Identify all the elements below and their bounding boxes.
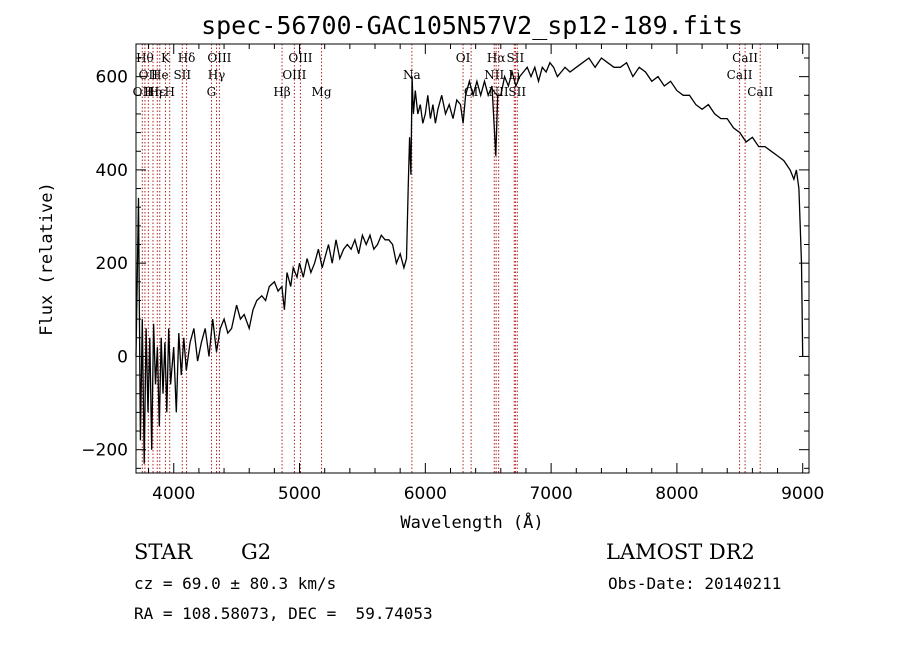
object-class: STAR (134, 540, 193, 564)
line-label-5: He (151, 68, 169, 82)
spectral-line-markers: OIIHθOIIHηHεHeKHSIIHδGHγOIIIHβOIIIOIIIMg… (133, 44, 773, 473)
redshift-cz: cz = 69.0 ± 80.3 km/s (134, 574, 337, 593)
line-label-28: CaII (747, 85, 773, 99)
line-label-15: OIII (288, 51, 312, 65)
line-label-23: Li (508, 68, 520, 82)
spectrum-series (135, 57, 804, 464)
line-label-24: SII (507, 51, 525, 65)
observation-date: Obs-Date: 20140211 (608, 574, 782, 593)
line-label-4: Hε (149, 85, 166, 99)
axis-ticks: 4000 5000 6000 7000 8000 9000 −200 0 200 400 600 (81, 44, 824, 504)
line-label-10: G (207, 85, 217, 99)
line-label-14: OIII (282, 68, 306, 82)
chart-title: spec-56700-GAC105N57V2_sp12-189.fits (201, 11, 743, 40)
y-tick-label-3: 400 (96, 161, 128, 181)
line-label-1: Hθ (136, 51, 154, 65)
plot-frame (135, 43, 810, 474)
object-subclass: G2 (241, 540, 272, 564)
x-tick-label-1: 5000 (278, 484, 321, 504)
x-tick-label-0: 4000 (152, 484, 195, 504)
survey-name: LAMOST DR2 (606, 540, 755, 564)
line-label-18: OI (456, 51, 471, 65)
y-tick-label-1: 0 (117, 347, 128, 367)
line-label-3: Hη (144, 85, 162, 99)
x-axis-label: Wavelength (Å) (400, 511, 543, 533)
x-tick-label-4: 8000 (655, 484, 698, 504)
line-label-6: K (161, 51, 171, 65)
line-label-8: SII (173, 68, 191, 82)
x-tick-label-2: 6000 (404, 484, 447, 504)
x-tick-label-3: 7000 (529, 484, 572, 504)
line-label-27: CaII (732, 51, 758, 65)
line-label-22: NII (489, 85, 509, 99)
line-label-21: Hα (487, 51, 506, 65)
y-tick-label-0: −200 (81, 441, 128, 461)
line-label-26: CaII (727, 68, 753, 82)
x-tick-label-5: 9000 (781, 484, 824, 504)
line-label-16: Mg (312, 85, 332, 99)
y-tick-label-2: 200 (96, 254, 128, 274)
line-label-7: H (164, 85, 174, 99)
line-label-13: Hβ (273, 85, 290, 99)
line-label-11: Hγ (208, 68, 226, 82)
y-tick-label-4: 600 (96, 68, 128, 88)
line-label-9: Hδ (178, 51, 196, 65)
line-label-25: SII (508, 85, 526, 99)
line-label-20: NII (484, 68, 504, 82)
y-axis-label: Flux (relative) (37, 182, 57, 336)
line-label-2: OII (139, 68, 159, 82)
line-label-17: Na (403, 68, 421, 82)
line-label-12: OIII (207, 51, 231, 65)
coordinates: RA = 108.58073, DEC = 59.74053 (134, 604, 433, 623)
